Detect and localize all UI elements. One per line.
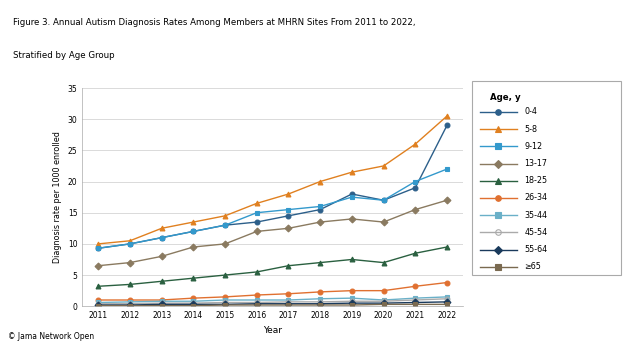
Text: 18-25: 18-25 [524,176,548,185]
Text: 45-54: 45-54 [524,228,548,237]
Text: 55-64: 55-64 [524,245,548,254]
Text: 35-44: 35-44 [524,211,548,220]
Text: 9-12: 9-12 [524,142,543,151]
Text: Stratified by Age Group: Stratified by Age Group [13,50,114,59]
Text: 13-17: 13-17 [524,159,548,168]
Y-axis label: Diagnosis rate per 1000 enrolled: Diagnosis rate per 1000 enrolled [53,131,62,263]
Text: © Jama Network Open: © Jama Network Open [8,332,94,341]
Text: Age, y: Age, y [490,93,521,102]
Text: Figure 3. Annual Autism Diagnosis Rates Among Members at MHRN Sites From 2011 to: Figure 3. Annual Autism Diagnosis Rates … [13,18,415,27]
Text: 0-4: 0-4 [524,107,538,117]
Text: ≥65: ≥65 [524,262,541,271]
X-axis label: Year: Year [263,326,282,335]
Text: 5-8: 5-8 [524,125,538,134]
FancyBboxPatch shape [472,81,621,275]
Text: 26-34: 26-34 [524,194,548,202]
